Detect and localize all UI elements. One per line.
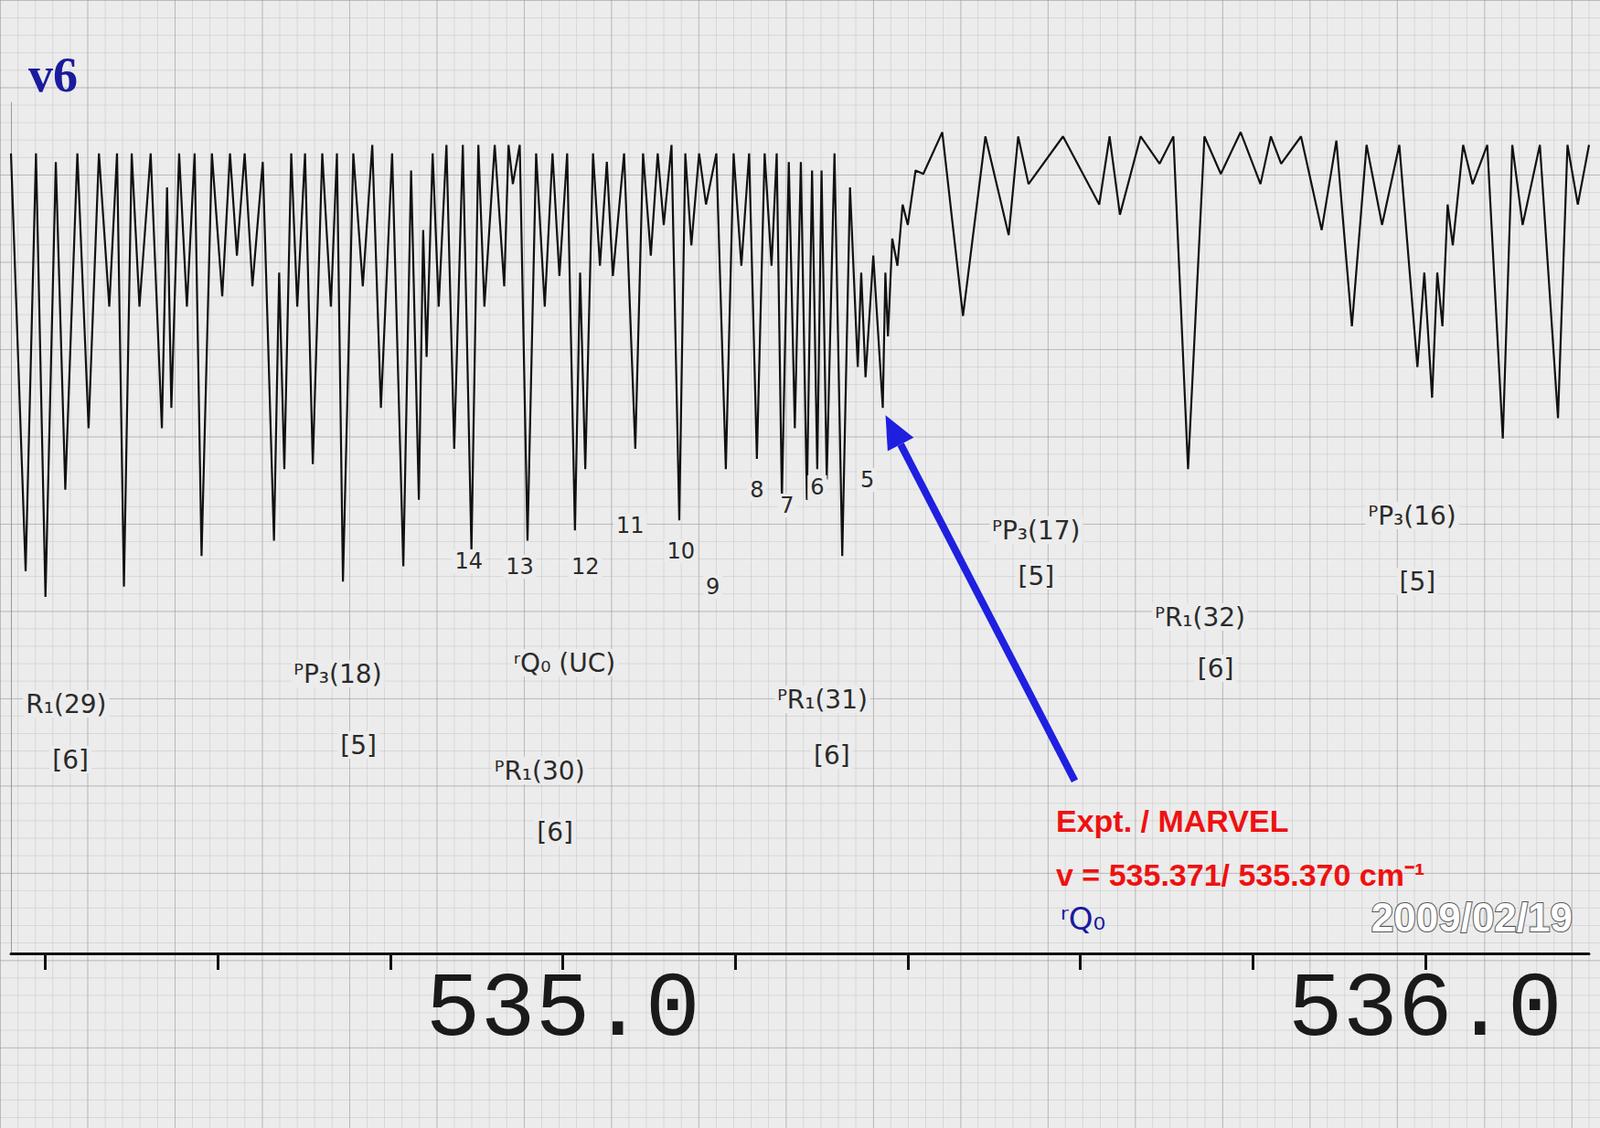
svg-text:v = 535.371/ 535.370 cm⁻¹: v = 535.371/ 535.370 cm⁻¹ [1056, 857, 1425, 893]
svg-text:ᴾR₁(31): ᴾR₁(31) [777, 684, 868, 715]
svg-text:536.0: 536.0 [1288, 959, 1563, 1063]
svg-text:14: 14 [455, 548, 484, 575]
svg-text:ᴾR₁(32): ᴾR₁(32) [1154, 602, 1246, 633]
svg-text:Expt. / MARVEL: Expt. / MARVEL [1056, 803, 1289, 839]
svg-text:13: 13 [505, 554, 534, 580]
svg-text:11: 11 [616, 512, 645, 539]
svg-text:8: 8 [749, 477, 764, 503]
svg-text:[6]: [6] [1197, 653, 1235, 684]
svg-text:[6]: [6] [52, 745, 89, 776]
svg-text:10: 10 [667, 538, 696, 565]
svg-text:ᴾP₃(18): ᴾP₃(18) [293, 659, 382, 690]
svg-text:R₁(29): R₁(29) [25, 689, 107, 720]
svg-text:12: 12 [571, 554, 600, 580]
svg-text:7: 7 [779, 492, 794, 519]
svg-text:[5]: [5] [1018, 561, 1056, 592]
svg-text:535.0: 535.0 [426, 959, 701, 1063]
svg-text:ʳQ₀: ʳQ₀ [1060, 900, 1106, 938]
svg-text:6: 6 [810, 474, 824, 501]
svg-text:[6]: [6] [536, 817, 574, 848]
svg-text:ᴾP₃(16): ᴾP₃(16) [1368, 501, 1457, 532]
svg-text:v6: v6 [28, 47, 78, 103]
svg-text:ʳQ₀ (UC): ʳQ₀ (UC) [513, 648, 616, 679]
svg-text:[6]: [6] [813, 740, 851, 771]
svg-text:9: 9 [705, 574, 720, 600]
svg-text:ᴾP₃(17): ᴾP₃(17) [992, 515, 1080, 546]
svg-text:[5]: [5] [1398, 566, 1436, 598]
svg-text:2009/02/19: 2009/02/19 [1371, 895, 1573, 940]
svg-text:ᴾR₁(30): ᴾR₁(30) [494, 756, 586, 787]
svg-text:5: 5 [860, 467, 875, 493]
svg-text:[5]: [5] [340, 730, 377, 761]
